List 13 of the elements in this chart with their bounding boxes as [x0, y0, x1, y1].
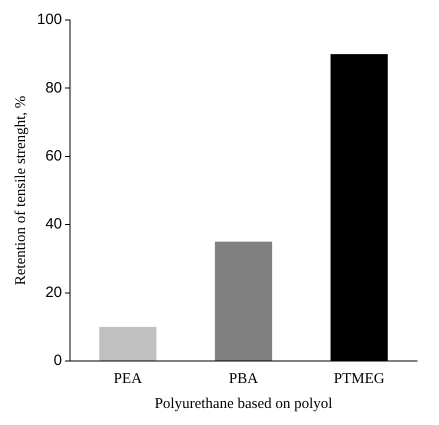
y-axis-title: Retention of tensile strenght, % — [12, 96, 29, 286]
y-tick-label: 100 — [36, 11, 62, 28]
x-tick-label: PEA — [114, 370, 142, 387]
y-tick-label: 60 — [45, 148, 62, 165]
y-tick-label: 0 — [54, 352, 62, 370]
bar — [99, 326, 156, 360]
bar — [214, 242, 272, 360]
y-tick-label: 40 — [45, 216, 62, 233]
x-axis-title: Polyurethane based on polyol — [154, 396, 332, 412]
y-tick-label: 80 — [45, 79, 62, 96]
x-tick-label: PBA — [228, 370, 258, 387]
x-tick-label: PTMEG — [334, 370, 385, 387]
y-tick-label: 20 — [45, 284, 62, 301]
